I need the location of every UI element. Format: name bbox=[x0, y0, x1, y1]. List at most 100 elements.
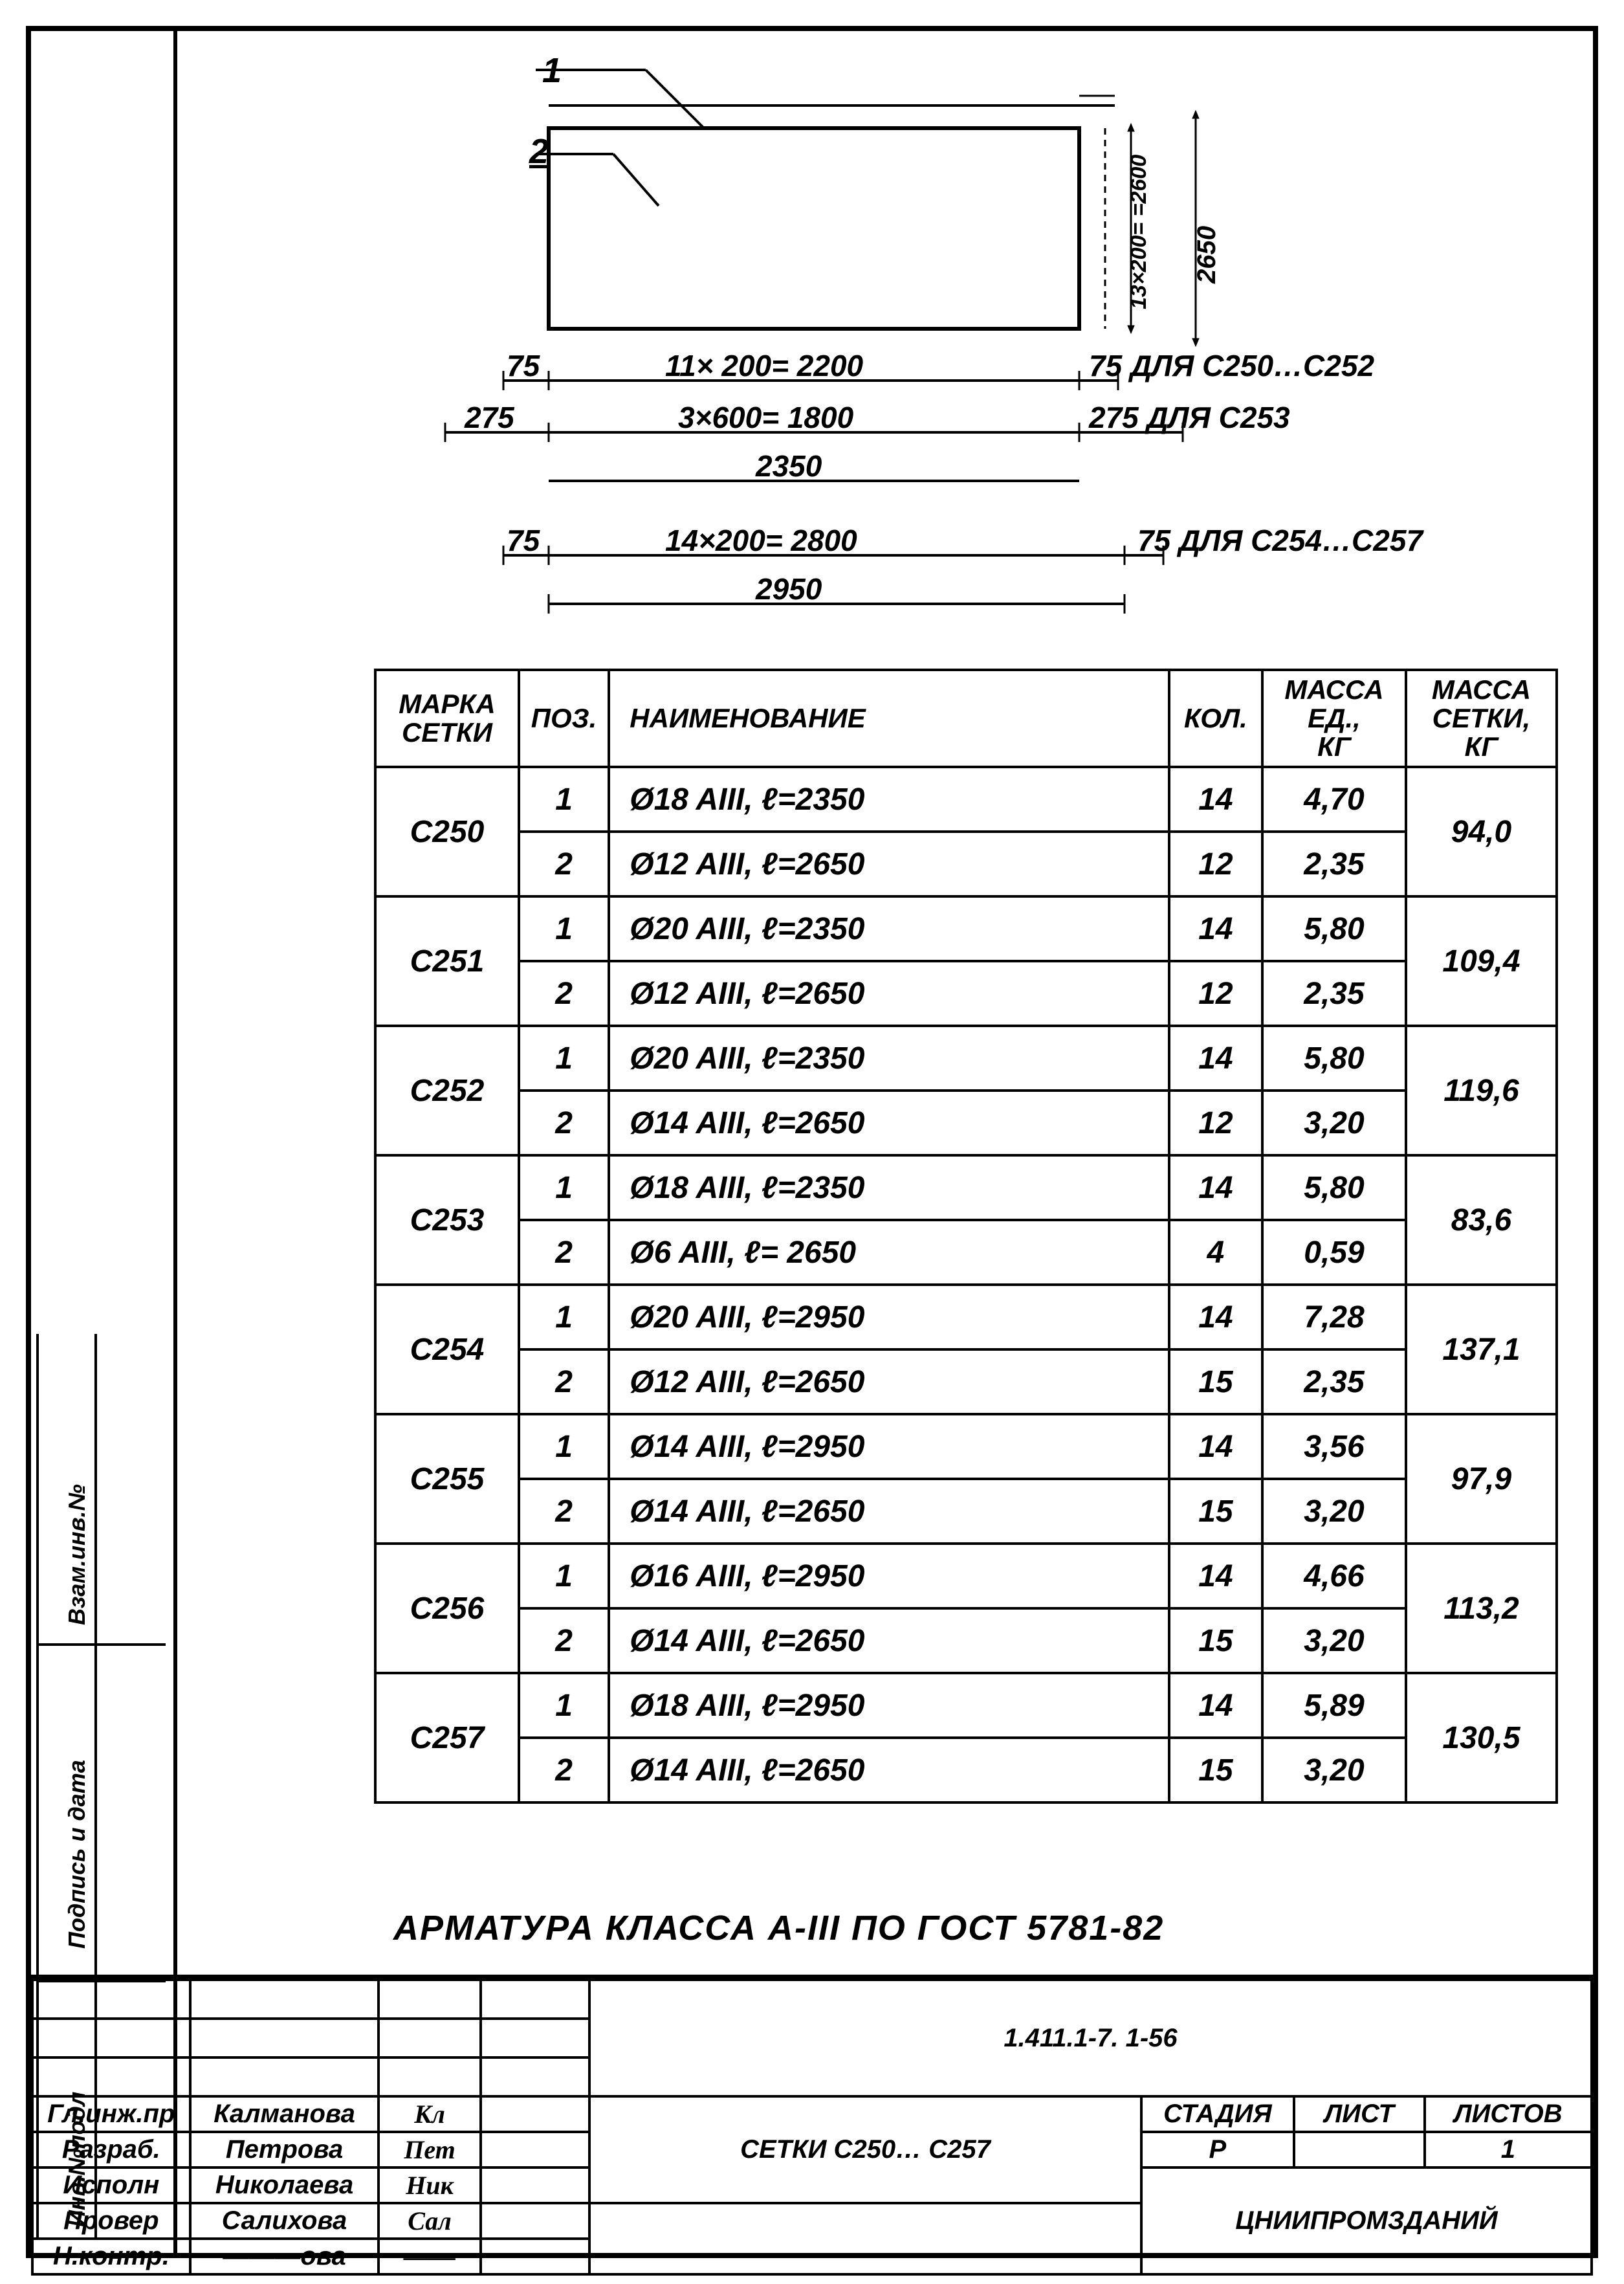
med-cell: 4,70 bbox=[1262, 767, 1406, 832]
pos-cell: 1 bbox=[519, 767, 609, 832]
r3-total: 2950 bbox=[756, 571, 822, 606]
pos-cell: 2 bbox=[519, 1091, 609, 1155]
sig-1: Пет bbox=[379, 2132, 480, 2168]
pos-cell: 2 bbox=[519, 1349, 609, 1414]
stadia-h: СТАДИЯ bbox=[1141, 2096, 1294, 2132]
name-4: ———ова bbox=[190, 2239, 379, 2274]
kol-cell: 14 bbox=[1169, 1155, 1262, 1220]
table-row: 2Ø12 AIII, ℓ=2650122,35 bbox=[375, 961, 1557, 1026]
pos-cell: 1 bbox=[519, 1414, 609, 1479]
kol-cell: 14 bbox=[1169, 1673, 1262, 1738]
name-cell: Ø14 AIII, ℓ=2650 bbox=[609, 1091, 1169, 1155]
med-cell: 3,56 bbox=[1262, 1414, 1406, 1479]
r3-mid: 14×200= 2800 bbox=[665, 523, 857, 558]
callout-1: 1 bbox=[542, 50, 562, 91]
th-0: МАРКАСЕТКИ bbox=[375, 670, 519, 767]
th-4: МАССАЕД.,КГ bbox=[1262, 670, 1406, 767]
kol-cell: 15 bbox=[1169, 1738, 1262, 1802]
th-2: НАИМЕНОВАНИЕ bbox=[609, 670, 1169, 767]
kol-cell: 12 bbox=[1169, 1091, 1262, 1155]
listov-h: ЛИСТОВ bbox=[1425, 2096, 1592, 2132]
table-row: 2Ø14 AIII, ℓ=2650123,20 bbox=[375, 1091, 1557, 1155]
side-grid bbox=[25, 1334, 167, 2240]
th-3: КОЛ. bbox=[1169, 670, 1262, 767]
name-cell: Ø18 AIII, ℓ=2950 bbox=[609, 1673, 1169, 1738]
name-3: Салихова bbox=[190, 2203, 379, 2239]
pos-cell: 1 bbox=[519, 1544, 609, 1608]
stadia: Р bbox=[1141, 2132, 1294, 2168]
pos-cell: 2 bbox=[519, 1608, 609, 1673]
specification-table: МАРКАСЕТКИПОЗ.НАИМЕНОВАНИЕКОЛ.МАССАЕД.,К… bbox=[374, 669, 1558, 1804]
doc-number: 1.411.1-7. 1-56 bbox=[589, 1980, 1592, 2096]
r1-right: 75 ДЛЯ С250…С252 bbox=[1089, 348, 1374, 383]
pos-cell: 1 bbox=[519, 1285, 609, 1349]
med-cell: 4,66 bbox=[1262, 1544, 1406, 1608]
kol-cell: 14 bbox=[1169, 1544, 1262, 1608]
name-cell: Ø18 AIII, ℓ=2350 bbox=[609, 1155, 1169, 1220]
med-cell: 5,89 bbox=[1262, 1673, 1406, 1738]
r2-mid: 3×600= 1800 bbox=[678, 400, 853, 435]
table-row: С2521Ø20 AIII, ℓ=2350145,80119,6 bbox=[375, 1026, 1557, 1091]
table-row: С2511Ø20 AIII, ℓ=2350145,80109,4 bbox=[375, 896, 1557, 961]
r3-right: 75 ДЛЯ С254…С257 bbox=[1137, 523, 1423, 558]
name-0: Калманова bbox=[190, 2096, 379, 2132]
table-row: С2541Ø20 AIII, ℓ=2950147,28137,1 bbox=[375, 1285, 1557, 1349]
kol-cell: 14 bbox=[1169, 1285, 1262, 1349]
kol-cell: 14 bbox=[1169, 1414, 1262, 1479]
r2-total: 2350 bbox=[756, 449, 822, 483]
pos-cell: 2 bbox=[519, 1738, 609, 1802]
name-cell: Ø12 AIII, ℓ=2650 bbox=[609, 961, 1169, 1026]
marka-cell: С254 bbox=[375, 1285, 519, 1414]
name-2: Николаева bbox=[190, 2168, 379, 2203]
marka-cell: С250 bbox=[375, 767, 519, 896]
mass-cell: 119,6 bbox=[1406, 1026, 1557, 1155]
med-cell: 0,59 bbox=[1262, 1220, 1406, 1285]
table-row: С2561Ø16 AIII, ℓ=2950144,66113,2 bbox=[375, 1544, 1557, 1608]
table-row: 2Ø14 AIII, ℓ=2650153,20 bbox=[375, 1738, 1557, 1802]
drawing-sheet: 1 2 13×200= =2600 2650 75 11× 200= 2200 … bbox=[26, 26, 1598, 2258]
name-cell: Ø12 AIII, ℓ=2650 bbox=[609, 832, 1169, 896]
name-cell: Ø20 AIII, ℓ=2350 bbox=[609, 1026, 1169, 1091]
pos-cell: 2 bbox=[519, 832, 609, 896]
name-1: Петрова bbox=[190, 2132, 379, 2168]
list-h: ЛИСТ bbox=[1294, 2096, 1425, 2132]
pos-cell: 1 bbox=[519, 1155, 609, 1220]
med-cell: 2,35 bbox=[1262, 832, 1406, 896]
table-row: С2571Ø18 AIII, ℓ=2950145,89130,5 bbox=[375, 1673, 1557, 1738]
name-cell: Ø14 AIII, ℓ=2650 bbox=[609, 1608, 1169, 1673]
binding-margin: Инв.№подл Подпись и дата Взам.инв.№ bbox=[25, 1334, 167, 2240]
marka-cell: С251 bbox=[375, 896, 519, 1026]
table-row: С2531Ø18 AIII, ℓ=2350145,8083,6 bbox=[375, 1155, 1557, 1220]
pos-cell: 1 bbox=[519, 896, 609, 961]
pos-cell: 2 bbox=[519, 1479, 609, 1544]
kol-cell: 12 bbox=[1169, 832, 1262, 896]
doc-title: СЕТКИ С250… С257 bbox=[589, 2096, 1141, 2203]
name-cell: Ø12 AIII, ℓ=2650 bbox=[609, 1349, 1169, 1414]
name-cell: Ø20 AIII, ℓ=2350 bbox=[609, 896, 1169, 961]
kol-cell: 4 bbox=[1169, 1220, 1262, 1285]
mesh-diagram: 1 2 13×200= =2600 2650 75 11× 200= 2200 … bbox=[368, 57, 1467, 659]
med-cell: 2,35 bbox=[1262, 961, 1406, 1026]
kol-cell: 15 bbox=[1169, 1349, 1262, 1414]
title-block: 1.411.1-7. 1-56 Гл.инж.пр Калманова Кл С… bbox=[31, 1975, 1593, 2253]
mass-cell: 130,5 bbox=[1406, 1673, 1557, 1802]
table-row: 2Ø14 AIII, ℓ=2650153,20 bbox=[375, 1608, 1557, 1673]
kol-cell: 14 bbox=[1169, 1026, 1262, 1091]
med-cell: 3,20 bbox=[1262, 1479, 1406, 1544]
med-cell: 3,20 bbox=[1262, 1738, 1406, 1802]
name-cell: Ø20 AIII, ℓ=2950 bbox=[609, 1285, 1169, 1349]
listov: 1 bbox=[1425, 2132, 1592, 2168]
vdim-outer: 2650 bbox=[1192, 226, 1222, 283]
name-cell: Ø18 AIII, ℓ=2350 bbox=[609, 767, 1169, 832]
med-cell: 5,80 bbox=[1262, 1155, 1406, 1220]
marka-cell: С255 bbox=[375, 1414, 519, 1544]
r1-left: 75 bbox=[507, 348, 540, 383]
kol-cell: 12 bbox=[1169, 961, 1262, 1026]
med-cell: 2,35 bbox=[1262, 1349, 1406, 1414]
r1-mid: 11× 200= 2200 bbox=[665, 348, 863, 383]
sig-3: Сал bbox=[379, 2203, 480, 2239]
name-cell: Ø16 AIII, ℓ=2950 bbox=[609, 1544, 1169, 1608]
name-cell: Ø14 AIII, ℓ=2950 bbox=[609, 1414, 1169, 1479]
pos-cell: 1 bbox=[519, 1026, 609, 1091]
marka-cell: С252 bbox=[375, 1026, 519, 1155]
